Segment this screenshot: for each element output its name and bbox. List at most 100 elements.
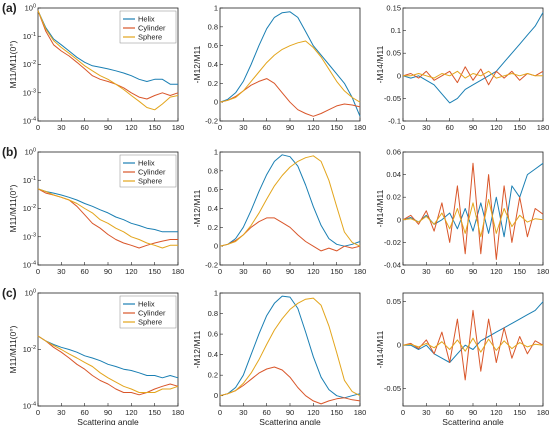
y-tick-label: 0.6: [208, 41, 218, 50]
panel-c-1: 0 30 60 90 120 150 180 0 0.2 0.4 0.6 0.8 1 -M12/M11 Sc…: [192, 289, 366, 425]
panel-a-0: 0 30 60 90 120 150 180 10-4 10-3 10-2 10-1 100 M11/M…: [8, 4, 184, 133]
series-line-sphere: [219, 155, 361, 247]
legend-entry: Sphere: [138, 177, 162, 186]
y-tick-label: 100: [25, 148, 36, 157]
series-line-cylinder: [402, 309, 544, 381]
x-tick-label: 0: [401, 408, 405, 417]
x-tick-label: 90: [469, 123, 477, 132]
series-line-sphere: [219, 297, 361, 397]
x-tick-label: 90: [469, 267, 477, 276]
x-tick-label: 120: [490, 123, 503, 132]
row-label: (c): [2, 286, 17, 300]
x-tick-label: 90: [104, 123, 112, 132]
y-tick-label: 0: [214, 242, 218, 251]
y-axis-label: M11/M11(0°): [8, 325, 18, 373]
x-tick-label: 0: [218, 267, 222, 276]
x-tick-label: 150: [330, 408, 343, 417]
x-tick-label: 60: [80, 267, 88, 276]
y-tick-label: 10-2: [23, 345, 36, 354]
y-tick-label: 0: [397, 215, 401, 224]
y-tick-label: 0.2: [208, 371, 218, 380]
series-line-helix: [219, 295, 361, 399]
y-tick-label: 10-4: [23, 261, 36, 270]
x-tick-label: 30: [239, 267, 247, 276]
x-tick-label: 180: [537, 408, 550, 417]
x-tick-label: 180: [354, 408, 367, 417]
x-tick-label: 120: [125, 123, 138, 132]
series-line-helix: [219, 154, 361, 247]
legend-entry: Cylinder: [138, 24, 166, 33]
y-tick-label: 0.6: [208, 185, 218, 194]
y-tick-label: 10-3: [23, 232, 36, 241]
x-tick-label: 120: [307, 408, 320, 417]
x-tick-label: 30: [239, 408, 247, 417]
series-line-helix: [37, 188, 178, 233]
x-tick-label: 150: [148, 408, 161, 417]
series-line-helix: [403, 301, 544, 363]
y-tick-label: 0.6: [208, 330, 218, 339]
y-tick-label: 10-4: [23, 402, 36, 411]
plot-frame: [219, 151, 361, 266]
x-tick-label: 120: [490, 267, 503, 276]
x-tick-label: 180: [172, 123, 185, 132]
series-line-sphere: [402, 337, 544, 353]
series-line-helix: [37, 335, 179, 379]
x-tick-label: 120: [125, 408, 138, 417]
y-axis-label: -M12/M11: [192, 45, 202, 83]
y-tick-label: 10-2: [23, 60, 36, 69]
x-tick-label: 120: [125, 267, 138, 276]
legend-entry: Cylinder: [138, 309, 166, 318]
x-tick-label: 90: [469, 408, 477, 417]
y-tick-label: 10-2: [23, 204, 36, 213]
x-tick-label: 0: [401, 267, 405, 276]
legend-entry: Sphere: [138, 318, 162, 327]
y-tick-label: 10-3: [23, 88, 36, 97]
x-tick-label: 120: [490, 408, 503, 417]
panel-c-2: 0 30 60 90 120 150 180 -0.05 0 0.05 -M14/M11 Scatte…: [375, 292, 550, 425]
legend-entry: Helix: [138, 159, 155, 168]
x-tick-label: 90: [286, 408, 294, 417]
x-tick-label: 150: [513, 408, 526, 417]
series-line-helix: [402, 12, 544, 104]
panel-b-0: 0 30 60 90 120 150 180 10-4 10-3 10-2 10-1 100 M11/M…: [8, 148, 184, 277]
series-line-sphere: [402, 199, 544, 238]
y-axis-label: -M14/M11: [375, 330, 385, 368]
x-tick-label: 30: [57, 123, 65, 132]
x-tick-label: 30: [57, 267, 65, 276]
legend-entry: Helix: [138, 15, 155, 24]
row-label: (a): [2, 1, 17, 15]
series-line-sphere: [37, 188, 178, 249]
y-axis-label: -M14/M11: [375, 45, 385, 83]
series-line-cylinder: [37, 188, 178, 249]
x-tick-label: 60: [445, 408, 453, 417]
series-line-cylinder: [219, 217, 361, 252]
panel-b-2: 0 30 60 90 120 150 180 -0.04 -0.02 0 0.02 0.04 0.06 -…: [375, 148, 549, 277]
x-tick-label: 150: [148, 123, 161, 132]
x-tick-label: 0: [401, 123, 405, 132]
series-line-cylinder: [402, 162, 544, 260]
y-tick-label: 0: [397, 71, 401, 80]
x-axis-label: Scattering angle: [77, 417, 139, 425]
y-tick-label: 0: [214, 391, 218, 400]
x-tick-label: 60: [262, 123, 270, 132]
x-tick-label: 150: [148, 267, 161, 276]
x-tick-label: 30: [422, 408, 430, 417]
y-tick-label: -0.05: [384, 94, 401, 103]
y-axis-label: M11/M11(0°): [8, 40, 18, 88]
x-tick-label: 60: [445, 123, 453, 132]
y-tick-label: 0.8: [208, 166, 218, 175]
row-label: (b): [2, 145, 17, 159]
legend-entry: Cylinder: [138, 168, 166, 177]
x-tick-label: 0: [218, 123, 222, 132]
y-tick-label: -0.02: [384, 238, 401, 247]
series-line-cylinder: [402, 66, 544, 86]
y-tick-label: 100: [25, 289, 36, 298]
y-tick-label: 0.04: [386, 170, 401, 179]
y-tick-label: 0.05: [386, 49, 401, 58]
y-axis-label: -M14/M11: [375, 189, 385, 227]
y-tick-label: 0.06: [386, 148, 401, 157]
series-line-helix: [219, 11, 361, 117]
